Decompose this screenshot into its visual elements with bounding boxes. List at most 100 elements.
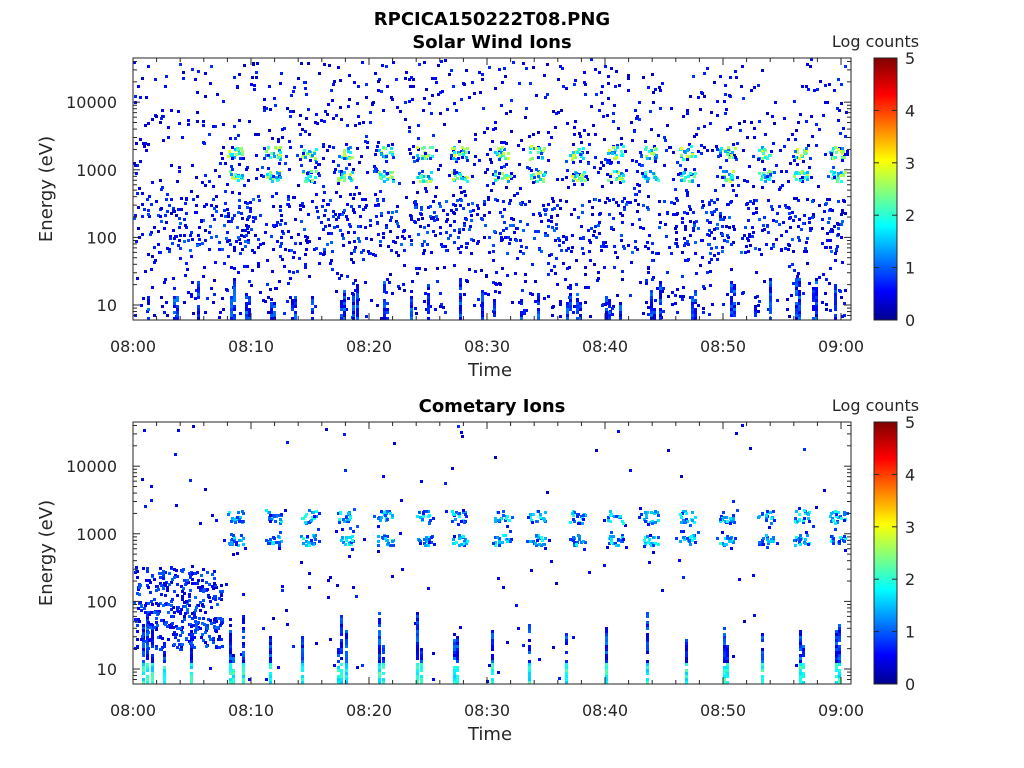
heatmap-cell	[729, 537, 732, 540]
heatmap-cell	[785, 230, 788, 233]
heatmap-cell	[723, 516, 726, 519]
heatmap-cell	[535, 520, 538, 523]
heatmap-cell	[345, 215, 348, 218]
heatmap-cell	[301, 128, 304, 131]
heatmap-cell	[604, 241, 607, 244]
heatmap-cell	[535, 94, 538, 97]
heatmap-cell	[158, 610, 161, 613]
heatmap-cell	[277, 138, 280, 141]
heatmap-cell	[688, 205, 691, 208]
heatmap-cell	[413, 220, 416, 223]
heatmap-cell	[301, 156, 304, 159]
heatmap-cell	[650, 299, 653, 302]
heatmap-cell	[579, 135, 582, 138]
heatmap-cell	[691, 317, 694, 320]
heatmap-cell	[242, 636, 245, 639]
heatmap-cell	[535, 147, 538, 150]
heatmap-cell	[191, 644, 194, 647]
heatmap-cell	[772, 243, 775, 246]
heatmap-cell	[353, 240, 356, 243]
heatmap-cell	[244, 201, 247, 204]
heatmap-cell	[332, 160, 335, 163]
heatmap-cell	[685, 660, 688, 663]
heatmap-cell	[274, 146, 277, 149]
heatmap-cell	[837, 227, 840, 230]
heatmap-cell	[423, 61, 426, 64]
heatmap-cell	[743, 234, 746, 237]
heatmap-cell	[565, 651, 568, 654]
heatmap-cell	[453, 645, 456, 648]
heatmap-cell	[606, 173, 609, 176]
heatmap-cell	[331, 99, 334, 102]
heatmap-cell	[343, 209, 346, 212]
heatmap-cell	[288, 140, 291, 143]
heatmap-cell	[572, 636, 575, 639]
heatmap-cell	[248, 678, 251, 681]
heatmap-cell	[562, 241, 565, 244]
heatmap-cell	[576, 151, 579, 154]
heatmap-cell	[833, 225, 836, 228]
heatmap-cell	[300, 220, 303, 223]
heatmap-cell	[136, 630, 139, 633]
heatmap-cell	[135, 566, 138, 569]
heatmap-cell	[779, 149, 782, 152]
heatmap-cell	[301, 663, 304, 666]
heatmap-cell	[694, 317, 697, 320]
heatmap-cell	[725, 159, 728, 162]
heatmap-cell	[137, 618, 140, 621]
heatmap-cell	[614, 149, 617, 152]
heatmap-cell	[340, 302, 343, 305]
heatmap-cell	[500, 239, 503, 242]
heatmap-cell	[654, 88, 657, 91]
heatmap-cell	[247, 231, 250, 234]
heatmap-cell	[222, 123, 225, 126]
heatmap-cell	[795, 664, 798, 667]
heatmap-cell	[337, 648, 340, 651]
heatmap-cell	[410, 305, 413, 308]
heatmap-cell	[305, 540, 308, 543]
heatmap-cell	[410, 317, 413, 320]
heatmap-cell	[509, 530, 512, 533]
heatmap-cell	[658, 226, 661, 229]
heatmap-cell	[597, 271, 600, 274]
heatmap-cell	[453, 229, 456, 232]
heatmap-cell	[461, 543, 464, 546]
heatmap-cell	[601, 304, 604, 307]
heatmap-cell	[600, 91, 603, 94]
heatmap-cell	[805, 150, 808, 153]
heatmap-cell	[543, 519, 546, 522]
heatmap-cell	[142, 663, 145, 666]
heatmap-cell	[726, 666, 729, 669]
heatmap-cell	[762, 537, 765, 540]
heatmap-cell	[723, 642, 726, 645]
heatmap-cell	[544, 232, 547, 235]
heatmap-cell	[190, 672, 193, 675]
heatmap-cell	[726, 535, 729, 538]
heatmap-cell	[439, 91, 442, 94]
heatmap-cell	[838, 645, 841, 648]
heatmap-cell	[685, 642, 688, 645]
heatmap-cell	[652, 172, 655, 175]
heatmap-cell	[602, 115, 605, 118]
heatmap-cell	[353, 250, 356, 253]
heatmap-cell	[340, 663, 343, 666]
heatmap-cell	[269, 288, 272, 291]
heatmap-cell	[518, 163, 521, 166]
heatmap-cell	[805, 241, 808, 244]
heatmap-cell	[213, 293, 216, 296]
heatmap-cell	[151, 642, 154, 645]
heatmap-cell	[195, 211, 198, 214]
heatmap-cell	[381, 536, 384, 539]
heatmap-cell	[748, 233, 751, 236]
heatmap-cell	[741, 292, 744, 295]
heatmap-cell	[835, 513, 838, 516]
heatmap-cell	[693, 224, 696, 227]
heatmap-cell	[542, 543, 545, 546]
heatmap-cell	[239, 516, 242, 519]
heatmap-cell	[793, 539, 796, 542]
heatmap-cell	[415, 203, 418, 206]
heatmap-cell	[452, 513, 455, 516]
heatmap-cell	[164, 278, 167, 281]
heatmap-cell	[201, 585, 204, 588]
heatmap-cell	[459, 287, 462, 290]
